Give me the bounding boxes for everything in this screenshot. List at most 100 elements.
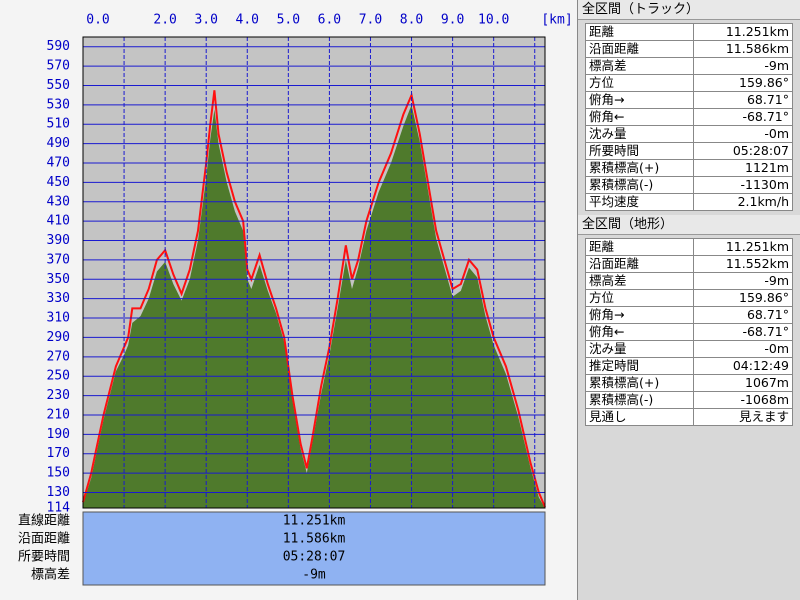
- row-label: 俯角→: [584, 91, 695, 109]
- row-label: 沈み量: [584, 125, 695, 143]
- row-label: 所要時間: [584, 142, 695, 160]
- row-value: 159.86°: [693, 74, 793, 92]
- row-value: 11.251km: [693, 238, 793, 256]
- row-value: -0m: [693, 125, 793, 143]
- table-row: 累積標高(+) 1067m: [584, 374, 793, 392]
- track-line: [82, 90, 546, 508]
- x-tick-label: 6.0: [318, 13, 341, 28]
- row-value: 11.251km: [693, 23, 793, 41]
- row-label: 累積標高(-): [584, 391, 695, 409]
- row-label: 方位: [584, 289, 695, 307]
- row-value: 1067m: [693, 374, 793, 392]
- row-value: -0m: [693, 340, 793, 358]
- row-label: 距離: [584, 238, 695, 256]
- table-row: 距離 11.251km: [584, 238, 793, 256]
- table-row: 累積標高(+) 1121m: [584, 159, 793, 177]
- table-row: 沿面距離 11.586km: [584, 40, 793, 58]
- y-tick-label: 530: [47, 97, 70, 112]
- y-tick-label: 230: [47, 388, 70, 403]
- table-row: 沿面距離 11.552km: [584, 255, 793, 273]
- table-row: 累積標高(-) -1068m: [584, 391, 793, 409]
- table-row: 標高差 -9m: [584, 272, 793, 290]
- row-label: 沿面距離: [584, 255, 695, 273]
- terrain-area: [83, 104, 545, 508]
- y-tick-label: 310: [47, 311, 70, 326]
- row-label: 沿面距離: [584, 40, 695, 58]
- row-label: 累積標高(+): [584, 159, 695, 177]
- y-tick-label: 410: [47, 214, 70, 229]
- y-tick-label: 510: [47, 117, 70, 132]
- y-tick-label: 570: [47, 59, 70, 74]
- table-row: 平均速度 2.1km/h: [584, 193, 793, 211]
- row-value: 04:12:49: [693, 357, 793, 375]
- table-row: 方位 159.86°: [584, 74, 793, 92]
- summary-value: -9m: [302, 568, 326, 583]
- table-row: 累積標高(-) -1130m: [584, 176, 793, 194]
- row-label: 累積標高(+): [584, 374, 695, 392]
- row-label: 標高差: [584, 272, 695, 290]
- table-row: 俯角← -68.71°: [584, 323, 793, 341]
- y-tick-label: 390: [47, 233, 70, 248]
- x-tick-label: 8.0: [400, 13, 423, 28]
- table-row: 標高差 -9m: [584, 57, 793, 75]
- y-tick-label: 330: [47, 291, 70, 306]
- y-tick-label: 490: [47, 136, 70, 151]
- row-value: 159.86°: [693, 289, 793, 307]
- x-tick-label: 0.0: [86, 13, 109, 28]
- summary-label: 沿面距離: [18, 532, 70, 547]
- summary-box: [82, 511, 546, 586]
- y-tick-label: 114: [47, 501, 71, 516]
- table-row: 推定時間 04:12:49: [584, 357, 793, 375]
- row-value: -1068m: [693, 391, 793, 409]
- table-row: 俯角← -68.71°: [584, 108, 793, 126]
- y-tick-label: 170: [47, 446, 70, 461]
- row-label: 見通し: [584, 408, 695, 426]
- table-row: 俯角→ 68.71°: [584, 91, 793, 109]
- row-label: 俯角←: [584, 108, 695, 126]
- summary-label: 所要時間: [18, 550, 70, 565]
- y-tick-label: 130: [47, 485, 70, 500]
- row-value: -9m: [693, 272, 793, 290]
- table-row: 見通し 見えます: [584, 408, 793, 426]
- summary-value: 05:28:07: [283, 550, 346, 565]
- y-tick-label: 270: [47, 349, 70, 364]
- row-label: 方位: [584, 74, 695, 92]
- y-tick-label: 550: [47, 78, 70, 93]
- row-label: 俯角←: [584, 323, 695, 341]
- table-row: 沈み量 -0m: [584, 340, 793, 358]
- x-tick-label: 10.0: [478, 13, 509, 28]
- row-value: -1130m: [693, 176, 793, 194]
- y-tick-label: 190: [47, 427, 70, 442]
- x-tick-label: 4.0: [236, 13, 259, 28]
- row-label: 俯角→: [584, 306, 695, 324]
- track-table: 距離 11.251km 沿面距離 11.586km 標高差 -9m 方位 159.86° 俯角→…: [584, 23, 793, 211]
- table-row: 沈み量 -0m: [584, 125, 793, 143]
- table-row: 方位 159.86°: [584, 289, 793, 307]
- y-tick-label: 450: [47, 175, 70, 190]
- row-value: -68.71°: [693, 108, 793, 126]
- y-tick-label: 350: [47, 272, 70, 287]
- row-value: 11.586km: [693, 40, 793, 58]
- x-tick-label: 9.0: [441, 13, 464, 28]
- summary-label: 直線距離: [18, 513, 70, 529]
- y-tick-label: 290: [47, 330, 70, 345]
- y-tick-label: 150: [47, 466, 70, 481]
- row-label: 累積標高(-): [584, 176, 695, 194]
- summary-label: 標高差: [31, 567, 70, 583]
- row-label: 標高差: [584, 57, 695, 75]
- row-label: 推定時間: [584, 357, 695, 375]
- row-value: 68.71°: [693, 306, 793, 324]
- plot-frame: [82, 36, 546, 509]
- row-value: 1121m: [693, 159, 793, 177]
- row-value: 2.1km/h: [693, 193, 793, 211]
- x-tick-label: 7.0: [359, 13, 382, 28]
- y-tick-label: 370: [47, 252, 70, 267]
- table-row: 所要時間 05:28:07: [584, 142, 793, 160]
- x-tick-label: 2.0: [153, 13, 176, 28]
- panel-title: 全区間（トラック）: [578, 0, 800, 20]
- row-label: 平均速度: [584, 193, 695, 211]
- row-value: -9m: [693, 57, 793, 75]
- row-value: -68.71°: [693, 323, 793, 341]
- row-label: 距離: [584, 23, 695, 41]
